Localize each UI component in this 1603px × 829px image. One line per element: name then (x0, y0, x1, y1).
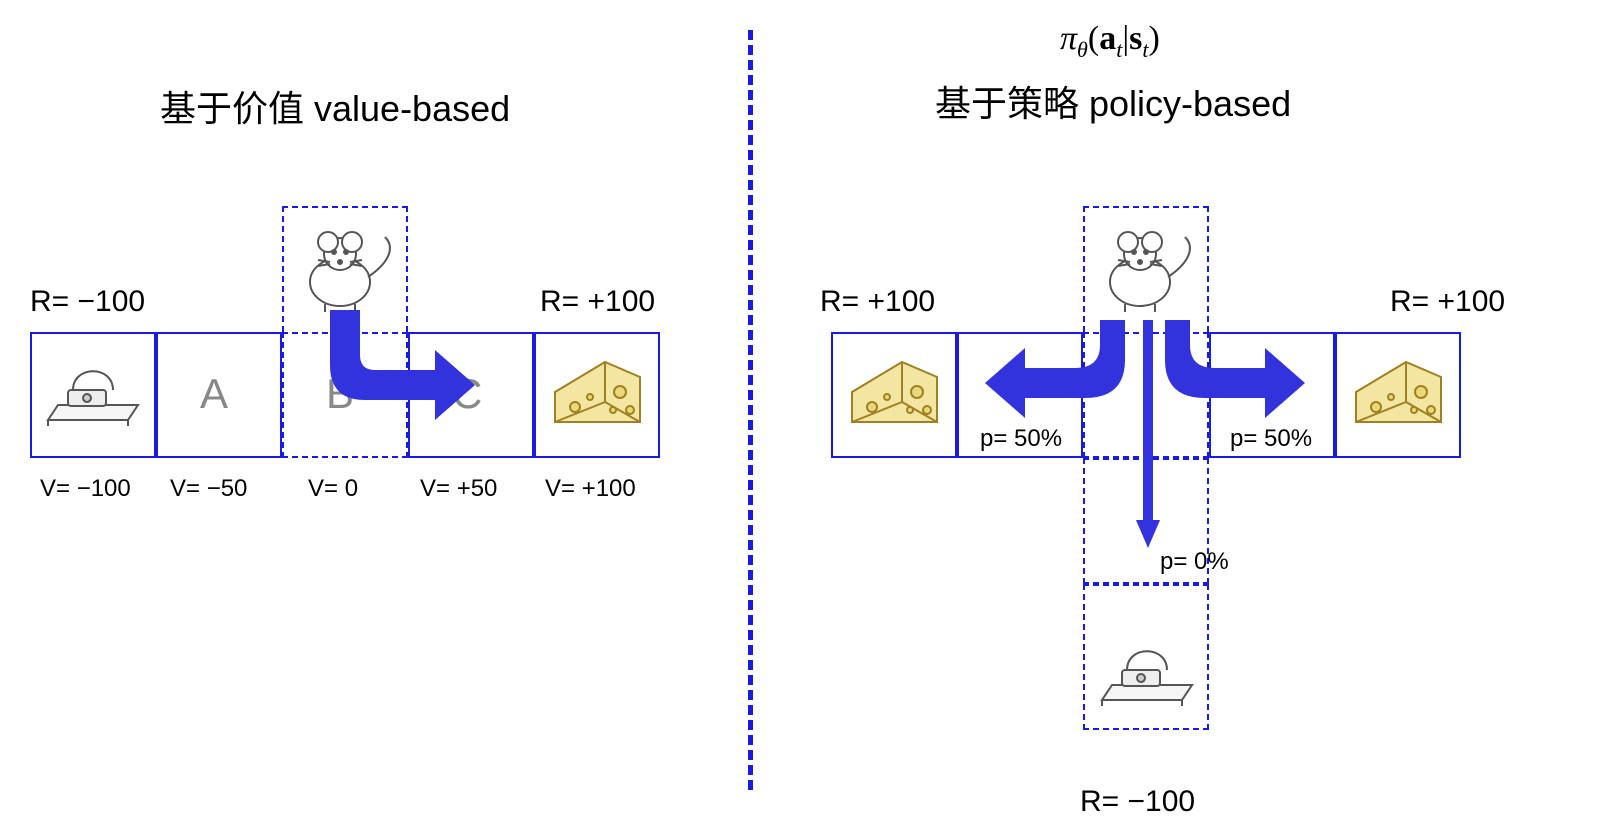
left-letter-A: A (200, 370, 228, 418)
left-value-4: V= +100 (545, 475, 636, 503)
left-reward-right: R= +100 (540, 285, 655, 319)
right-curve-arrow-icon (1160, 320, 1310, 430)
prob-down: p= 0% (1160, 548, 1229, 576)
prob-right: p= 50% (1230, 425, 1312, 453)
left-value-3: V= +50 (420, 475, 497, 503)
mousetrap-icon (38, 350, 148, 440)
right-reward-right: R= +100 (1390, 285, 1505, 319)
left-title: 基于价值 value-based (160, 80, 510, 132)
left-reward-left: R= −100 (30, 285, 145, 319)
left-curve-arrow-icon (980, 320, 1130, 430)
cheese-icon (545, 352, 650, 442)
left-value-1: V= −50 (170, 475, 247, 503)
right-reward-left: R= +100 (820, 285, 935, 319)
policy-formula: πθ(at|st) (1060, 20, 1160, 63)
down-arrow-icon (1136, 320, 1160, 550)
cheese-left-icon (842, 352, 947, 442)
mouse-icon (290, 222, 405, 322)
vertical-divider (748, 30, 753, 790)
left-value-0: V= −100 (40, 475, 131, 503)
right-title: 基于策略 policy-based (935, 75, 1291, 127)
right-arrow-icon (320, 310, 480, 420)
prob-left: p= 50% (980, 425, 1062, 453)
left-value-2: V= 0 (308, 475, 358, 503)
mousetrap-bottom-icon (1092, 630, 1202, 720)
right-reward-bottom: R= −100 (1080, 785, 1195, 819)
cheese-right-icon (1346, 352, 1451, 442)
mouse-right-icon (1090, 222, 1205, 322)
